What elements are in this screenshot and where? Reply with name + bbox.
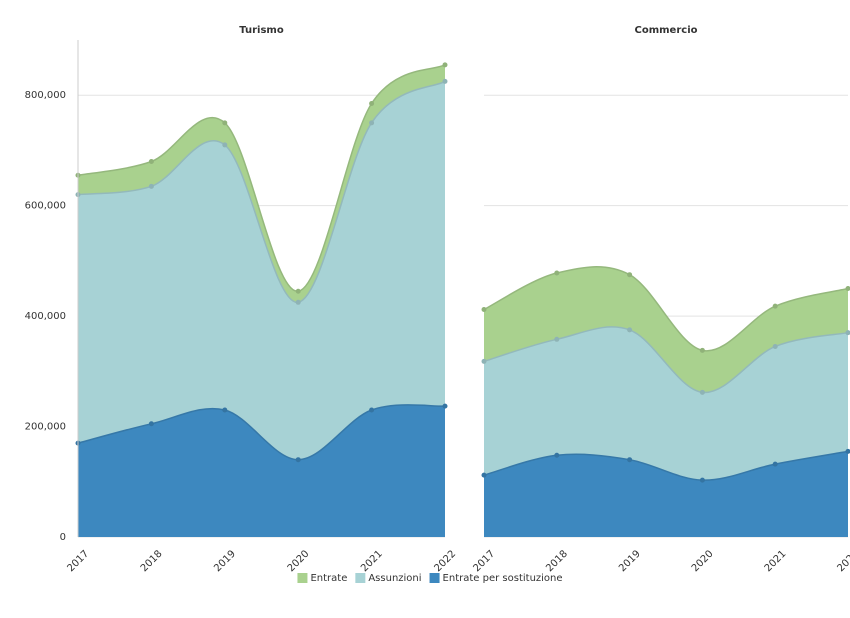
x-tick-label: 2020 (286, 548, 312, 574)
x-tick-label: 2021 (359, 548, 385, 574)
data-point (295, 299, 301, 305)
data-point (699, 477, 705, 483)
data-point (772, 303, 778, 309)
legend-swatch (355, 573, 366, 583)
data-point (222, 142, 228, 148)
x-tick-label: 2019 (212, 548, 238, 574)
x-tick-label: 2022 (835, 548, 850, 574)
x-tick-label: 2021 (763, 548, 789, 574)
data-point (369, 407, 375, 413)
x-tick-label: 2018 (544, 548, 570, 574)
data-point (369, 120, 375, 126)
panel-title: Commercio (635, 25, 698, 36)
data-point (481, 358, 487, 364)
data-point (845, 286, 850, 291)
data-point (148, 183, 154, 189)
x-tick-label: 2020 (690, 548, 716, 574)
data-point (554, 270, 560, 276)
data-point (148, 158, 154, 164)
legend-label: Assunzioni (368, 573, 421, 584)
legend: Entrate Assunzioni Entrate per sostituzion… (297, 573, 563, 584)
data-point (369, 101, 375, 107)
area-line (77, 404, 446, 461)
data-point (845, 448, 850, 454)
panel-title: Turismo (239, 25, 284, 36)
area-line (483, 326, 849, 394)
y-tick-label: 200,000 (25, 422, 66, 433)
area-line (483, 450, 849, 481)
area (78, 404, 445, 537)
legend-label: Entrate per sostituzione (443, 573, 563, 584)
data-point (627, 457, 633, 463)
data-point (295, 457, 301, 463)
data-point (481, 306, 487, 312)
x-tick-label: 2018 (139, 548, 165, 574)
data-point (699, 389, 705, 395)
data-point (699, 347, 705, 353)
x-tick-label: 2022 (432, 548, 458, 574)
data-point (845, 330, 850, 336)
data-point (442, 78, 448, 84)
data-point (627, 327, 633, 333)
x-tick-label: 2019 (617, 548, 643, 574)
y-tick-label: 600,000 (25, 201, 66, 212)
data-point (148, 421, 154, 427)
data-point (554, 452, 560, 458)
x-tick-label: 2017 (65, 548, 91, 574)
legend-label: Entrate (310, 573, 347, 584)
data-point (442, 403, 448, 409)
x-tick-label: 2017 (471, 548, 497, 574)
data-point (295, 288, 301, 294)
data-point (772, 461, 778, 467)
data-point (554, 336, 560, 342)
y-tick-label: 800,000 (25, 90, 66, 101)
legend-swatch (429, 573, 440, 583)
data-point (222, 407, 228, 413)
data-point (442, 62, 448, 68)
data-point (481, 472, 487, 478)
area (484, 451, 848, 537)
data-point (627, 272, 633, 278)
y-tick-label: 400,000 (25, 311, 66, 322)
legend-swatch (297, 573, 308, 583)
y-tick-label: 0 (60, 532, 66, 543)
data-point (772, 343, 778, 349)
data-point (222, 120, 228, 126)
